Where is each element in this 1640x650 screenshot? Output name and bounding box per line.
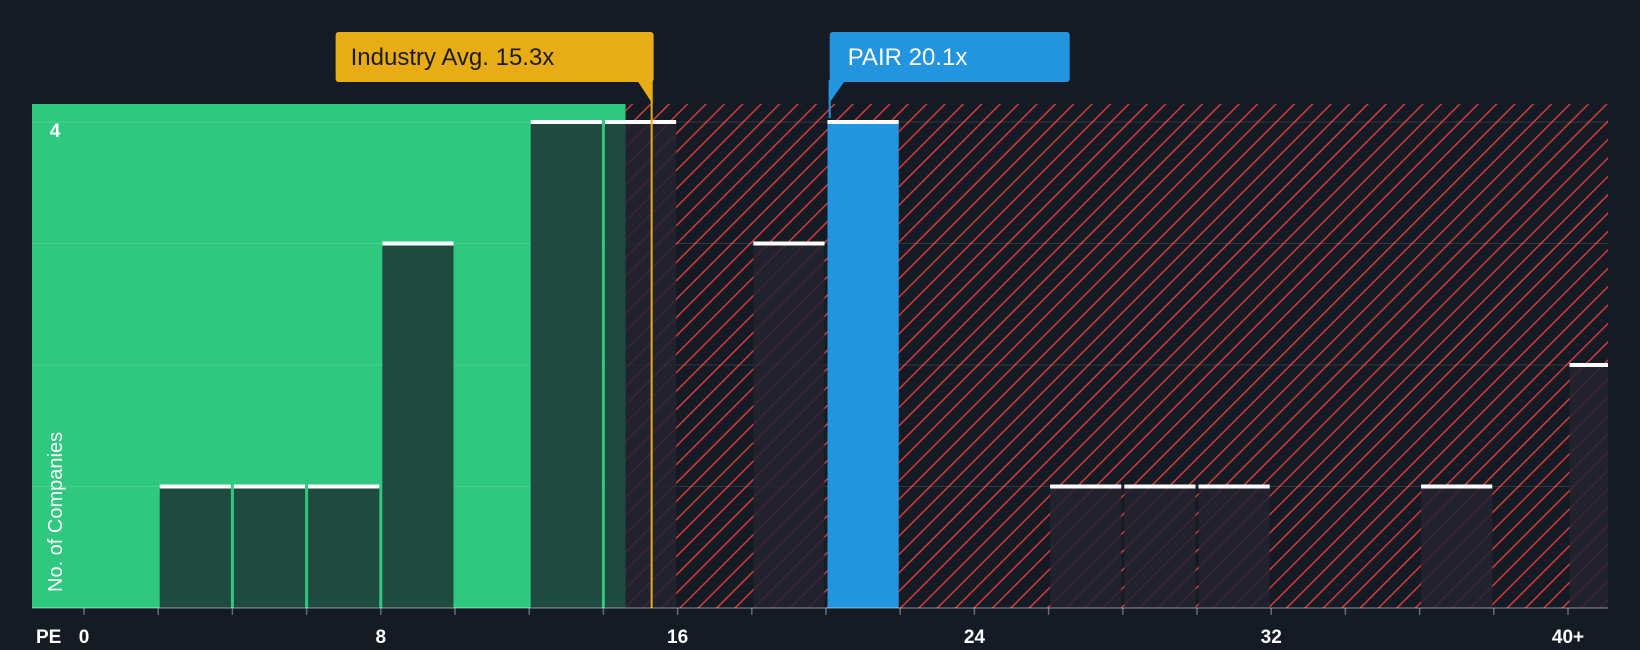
- bar-cap-14: [604, 120, 677, 124]
- bar-cap-20: [827, 120, 899, 124]
- x-tick-label-32: 32: [1261, 627, 1282, 648]
- bar-cap-4: [233, 484, 306, 489]
- y-axis-label: No. of Companies: [45, 432, 67, 592]
- y-tick-label-4: 4: [50, 121, 61, 142]
- bar-6: [308, 486, 380, 608]
- bar-8: [382, 243, 454, 608]
- company-label-pointer: [828, 81, 845, 104]
- bar-cap-30: [1198, 484, 1270, 489]
- bar-2: [159, 486, 231, 608]
- bar-cap-26: [1050, 484, 1122, 489]
- bar-cap-28: [1124, 484, 1196, 489]
- bar-14: [604, 122, 626, 608]
- x-tick-label-40: 40+: [1552, 627, 1584, 648]
- bar-cap-8: [382, 241, 454, 246]
- industry-avg-label-box: [335, 32, 654, 82]
- industry-avg-label-pointer: [637, 81, 653, 104]
- bar-4: [233, 486, 306, 608]
- company-label: PAIR 20.1x: [848, 44, 968, 71]
- bar-12: [530, 122, 602, 608]
- bar-cap-6: [308, 484, 380, 489]
- x-tick-label-0: 0: [79, 627, 90, 648]
- x-tick-label-16: 16: [667, 627, 688, 648]
- bar-26: [1050, 486, 1122, 608]
- bar-28: [1124, 486, 1196, 608]
- bar-cap-12: [530, 120, 602, 124]
- x-tick-label-8: 8: [376, 627, 387, 648]
- bar-cap-2: [159, 484, 231, 489]
- bar-18: [753, 243, 825, 608]
- bar-cap-18: [753, 241, 825, 246]
- bar-cap-40: [1569, 363, 1608, 367]
- x-axis-title: PE: [36, 627, 61, 648]
- y-axis-title: No. of Companies: [45, 432, 67, 592]
- bar-highlight-pair: [827, 122, 899, 608]
- bar-30: [1198, 486, 1270, 608]
- x-tick-label-24: 24: [964, 627, 986, 648]
- industry-avg-label: Industry Avg. 15.3x: [351, 44, 555, 71]
- bar-36: [1421, 486, 1493, 608]
- bar-cap-36: [1421, 484, 1493, 489]
- bar-40: [1569, 365, 1608, 608]
- company-label-box: [829, 32, 1070, 82]
